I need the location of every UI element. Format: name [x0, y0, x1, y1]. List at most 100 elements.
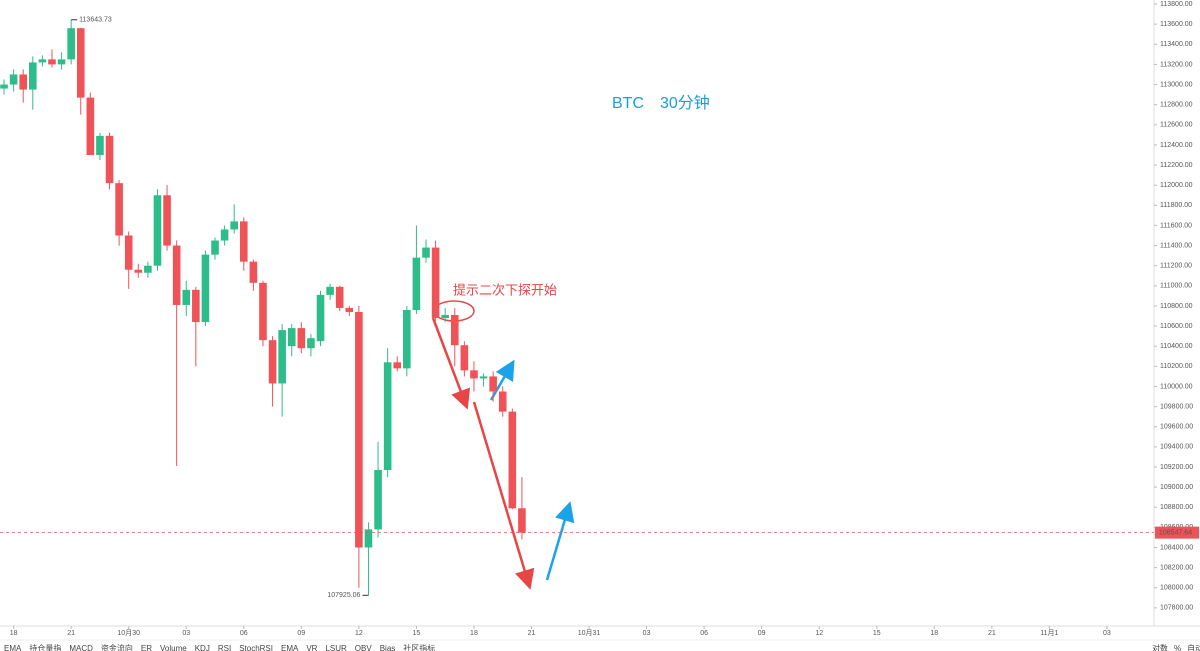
indicator-button[interactable]: Volume	[160, 644, 187, 651]
indicator-button[interactable]: EMA	[281, 644, 299, 651]
indicator-button[interactable]: OBV	[355, 644, 373, 651]
candle-body	[450, 315, 459, 346]
y-tick-label: 109600.00	[1160, 424, 1193, 431]
candle-body	[124, 235, 133, 270]
indicator-button[interactable]: LSUR	[325, 644, 347, 651]
candle-body	[374, 470, 382, 530]
y-tick-label: 108200.00	[1160, 564, 1193, 571]
indicator-button[interactable]: ER	[141, 644, 152, 651]
y-tick-label: 111000.00	[1160, 283, 1192, 290]
y-tick-label: 112200.00	[1160, 162, 1193, 169]
y-tick-label: 113000.00	[1160, 81, 1193, 88]
candle-body	[76, 28, 85, 98]
candle-body	[412, 257, 421, 310]
arrow	[489, 359, 515, 401]
indicator-button[interactable]: EMA	[4, 644, 22, 651]
x-tick-label: 03	[1103, 630, 1111, 637]
x-tick-label: 11月1	[1040, 629, 1058, 637]
candle-body	[153, 195, 162, 266]
option-button[interactable]: 对数	[1152, 643, 1168, 651]
candle-body	[259, 282, 267, 341]
candle-body	[470, 370, 478, 379]
indicator-button[interactable]: KDJ	[195, 644, 210, 651]
y-tick-label: 109200.00	[1160, 464, 1193, 471]
y-tick-label: 111600.00	[1160, 222, 1192, 229]
x-tick-label: 10月31	[578, 629, 601, 637]
arrow	[545, 501, 575, 581]
y-tick-label: 110200.00	[1160, 363, 1193, 370]
candle-body	[441, 315, 449, 319]
x-tick-label: 12	[355, 630, 363, 637]
option-button[interactable]: %	[1174, 644, 1181, 651]
last-price-label: 108547.64	[1159, 529, 1192, 536]
candle-body	[422, 247, 430, 258]
indicator-button[interactable]: 资金流向	[101, 643, 133, 651]
option-button[interactable]: 自动	[1187, 643, 1200, 651]
candle-body	[201, 254, 210, 323]
y-tick-label: 110800.00	[1160, 303, 1193, 310]
candle-body	[364, 529, 373, 548]
candle-body	[335, 286, 344, 308]
candle-body	[479, 376, 488, 379]
candle-body	[230, 221, 238, 230]
y-tick-label: 111400.00	[1160, 242, 1192, 249]
x-tick-label: 15	[873, 630, 881, 637]
x-tick-label: 15	[413, 630, 421, 637]
candle-body	[0, 84, 8, 89]
candle-body	[297, 328, 306, 349]
y-tick-label: 109400.00	[1160, 444, 1193, 451]
x-tick-label: 21	[67, 630, 75, 637]
candle-body	[172, 245, 181, 305]
x-tick-label: 12	[815, 630, 823, 637]
x-tick-label: 03	[643, 630, 651, 637]
y-tick-label: 113400.00	[1160, 41, 1193, 48]
x-tick-label: 18	[930, 630, 938, 637]
candle-body	[57, 59, 66, 65]
candle-body	[239, 221, 248, 262]
candle-body	[307, 338, 315, 349]
x-tick-label: 10月30	[117, 629, 140, 637]
candle-body	[278, 330, 286, 384]
candle-body	[498, 391, 507, 412]
arrow	[431, 317, 471, 410]
x-tick-label: 21	[528, 630, 536, 637]
x-tick-label: 09	[758, 630, 766, 637]
y-tick-label: 111800.00	[1160, 202, 1192, 209]
indicator-button[interactable]: Bias	[380, 644, 396, 651]
candle-body	[355, 311, 363, 548]
indicator-button[interactable]: RSI	[218, 644, 231, 651]
indicator-button[interactable]: 持仓量指	[29, 643, 61, 651]
indicator-button[interactable]: MACD	[69, 644, 93, 651]
y-tick-label: 111200.00	[1160, 263, 1192, 270]
candle-body	[115, 183, 123, 236]
y-tick-label: 112600.00	[1160, 122, 1193, 129]
candle-body	[489, 376, 497, 392]
candle-body	[134, 269, 143, 273]
candle-body	[268, 340, 277, 384]
x-tick-label: 03	[182, 630, 190, 637]
y-tick-label: 110600.00	[1160, 323, 1193, 330]
min-label: 107925.06	[327, 592, 360, 599]
indicator-button[interactable]: 社区指标	[403, 643, 435, 651]
candle-body	[96, 135, 104, 155]
last-price-box	[1155, 526, 1199, 539]
arrow	[472, 401, 535, 590]
indicator-button[interactable]: StochRSI	[239, 644, 273, 651]
indicator-button[interactable]: VR	[306, 644, 317, 651]
candle-body	[287, 328, 296, 347]
y-tick-label: 108400.00	[1160, 544, 1193, 551]
y-tick-label: 109800.00	[1160, 403, 1193, 410]
annotation: 提示二次下探开始	[453, 282, 557, 297]
y-tick-label: 113800.00	[1160, 1, 1193, 8]
candle-body	[86, 97, 95, 155]
x-tick-label: 18	[470, 630, 478, 637]
y-tick-label: 109000.00	[1160, 484, 1193, 491]
y-tick-label: 113600.00	[1160, 21, 1193, 28]
candle-body	[316, 294, 325, 342]
x-tick-label: 18	[10, 630, 18, 637]
candle-body	[249, 261, 258, 283]
candle-body	[9, 74, 18, 85]
y-tick-label: 112000.00	[1160, 182, 1193, 189]
